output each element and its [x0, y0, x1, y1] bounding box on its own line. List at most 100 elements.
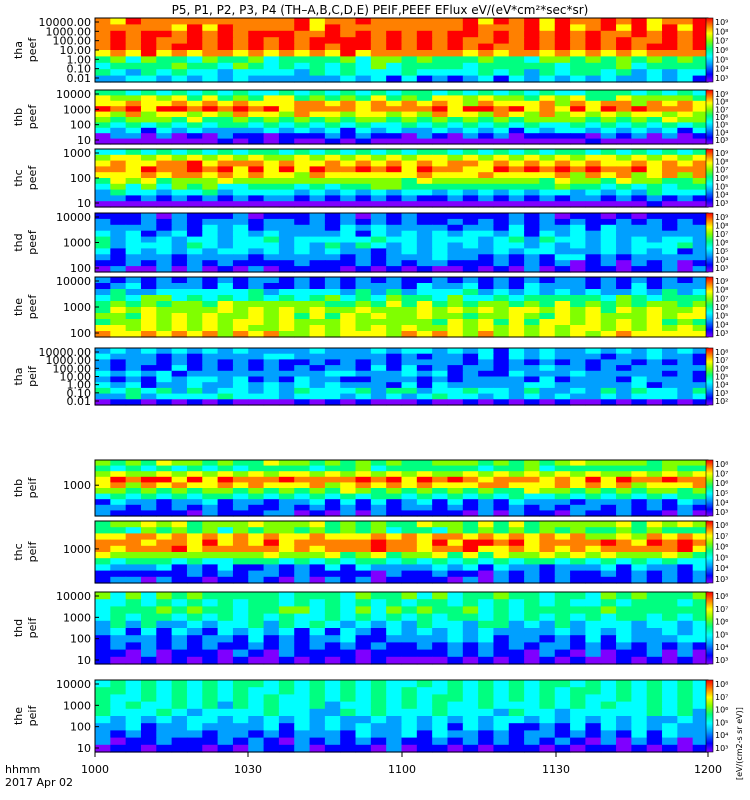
heatmap-cell	[432, 387, 449, 395]
heatmap-cell	[309, 195, 326, 202]
heatmap-cell	[140, 649, 157, 658]
heatmap-cell	[202, 218, 219, 226]
heatmap-cell	[401, 319, 418, 326]
heatmap-cell	[294, 393, 311, 400]
heatmap-cell	[217, 533, 234, 541]
heatmap-cell	[156, 628, 173, 636]
x-axis: 1000 1030 1100 1130 1200 hhmm 2017 Apr 0…	[5, 763, 722, 789]
heatmap-cell	[309, 117, 326, 123]
heatmap-cell	[401, 376, 418, 383]
heatmap-cell	[493, 224, 510, 232]
heatmap-cell	[401, 160, 418, 167]
heatmap-cell	[186, 325, 203, 332]
heatmap-cell	[692, 656, 709, 665]
heatmap-cell	[263, 606, 280, 615]
heatmap-cell	[524, 325, 541, 332]
heatmap-cell	[416, 606, 433, 615]
heatmap-cell	[386, 166, 403, 173]
heatmap-cell	[355, 493, 372, 500]
heatmap-cell	[248, 277, 265, 284]
heatmap-cell	[324, 254, 341, 261]
heatmap-cell	[631, 716, 648, 724]
heatmap-cell	[355, 694, 372, 703]
heatmap-cell	[355, 62, 372, 70]
heatmap-cell	[570, 224, 586, 232]
panel-probe-label: thd	[12, 233, 25, 251]
heatmap-cell	[263, 482, 280, 489]
heatmap-cell	[202, 122, 219, 129]
heatmap-cell	[677, 30, 694, 38]
heatmap-cell	[447, 564, 464, 572]
heatmap-cell	[462, 331, 479, 338]
heatmap-cell	[263, 230, 280, 238]
heatmap-cell	[125, 111, 142, 118]
heatmap-cell	[110, 75, 127, 83]
heatmap-cell	[646, 236, 663, 244]
heatmap-cell	[416, 504, 433, 511]
heatmap-cell	[202, 359, 219, 366]
heatmap-cell	[539, 62, 556, 70]
heatmap-cell	[370, 122, 387, 129]
heatmap-cell	[140, 138, 157, 145]
heatmap-cell	[677, 533, 694, 541]
heatmap-cell	[662, 737, 678, 746]
heatmap-cell	[570, 393, 586, 400]
heatmap-cell	[447, 359, 464, 366]
heatmap-cell	[493, 236, 510, 244]
heatmap-cell	[554, 716, 571, 724]
heatmap-cell	[324, 656, 341, 665]
heatmap-cell	[600, 510, 617, 517]
heatmap-cell	[432, 552, 449, 559]
heatmap-cell	[554, 189, 571, 196]
heatmap-cell	[539, 687, 556, 695]
heatmap-cell	[370, 331, 387, 338]
heatmap-cell	[294, 737, 311, 746]
heatmap-cell	[156, 133, 173, 140]
heatmap-cell	[355, 43, 372, 51]
heatmap-cell	[263, 510, 280, 517]
heatmap-cell	[493, 570, 510, 578]
heatmap-cell	[401, 138, 418, 145]
heatmap-cell	[493, 716, 510, 724]
heatmap-cell	[447, 527, 464, 534]
heatmap-cell	[662, 307, 678, 314]
heatmap-cell	[600, 628, 617, 636]
heatmap-cell	[217, 539, 234, 547]
heatmap-cell	[524, 266, 541, 273]
heatmap-cell	[401, 482, 418, 489]
heatmap-cell	[202, 37, 219, 45]
heatmap-cell	[616, 533, 632, 541]
heatmap-cell	[186, 558, 203, 565]
heatmap-cell	[171, 117, 188, 123]
heatmap-cell	[662, 476, 678, 483]
heatmap-cell	[248, 50, 265, 57]
heatmap-cell	[432, 471, 449, 478]
heatmap-cell	[217, 325, 234, 332]
heatmap-cell	[355, 521, 372, 528]
heatmap-cell	[616, 504, 632, 511]
heatmap-cell	[524, 539, 541, 547]
heatmap-cell	[401, 570, 418, 578]
x-tick-1000: 1000	[81, 763, 109, 776]
heatmap-cell	[110, 482, 127, 489]
heatmap-cell	[248, 376, 265, 383]
heatmap-cell	[662, 90, 678, 96]
colorbar-tick-label: 10⁷	[715, 166, 728, 175]
heatmap-cell	[294, 127, 311, 134]
heatmap-cell	[340, 213, 357, 220]
heatmap-cell	[493, 56, 510, 64]
heatmap-cell	[294, 289, 311, 296]
heatmap-cell	[386, 62, 403, 70]
heatmap-cell	[462, 166, 479, 173]
heatmap-cell	[570, 701, 586, 710]
heatmap-cell	[478, 160, 495, 167]
heatmap-cell	[646, 183, 663, 191]
heatmap-cell	[524, 613, 541, 622]
heatmap-cell	[309, 248, 326, 255]
heatmap-cell	[447, 236, 464, 244]
heatmap-cell	[478, 75, 495, 83]
heatmap-cell	[416, 527, 433, 534]
heatmap-cell	[294, 471, 311, 478]
heatmap-cell	[662, 43, 678, 51]
heatmap-cell	[462, 545, 479, 553]
